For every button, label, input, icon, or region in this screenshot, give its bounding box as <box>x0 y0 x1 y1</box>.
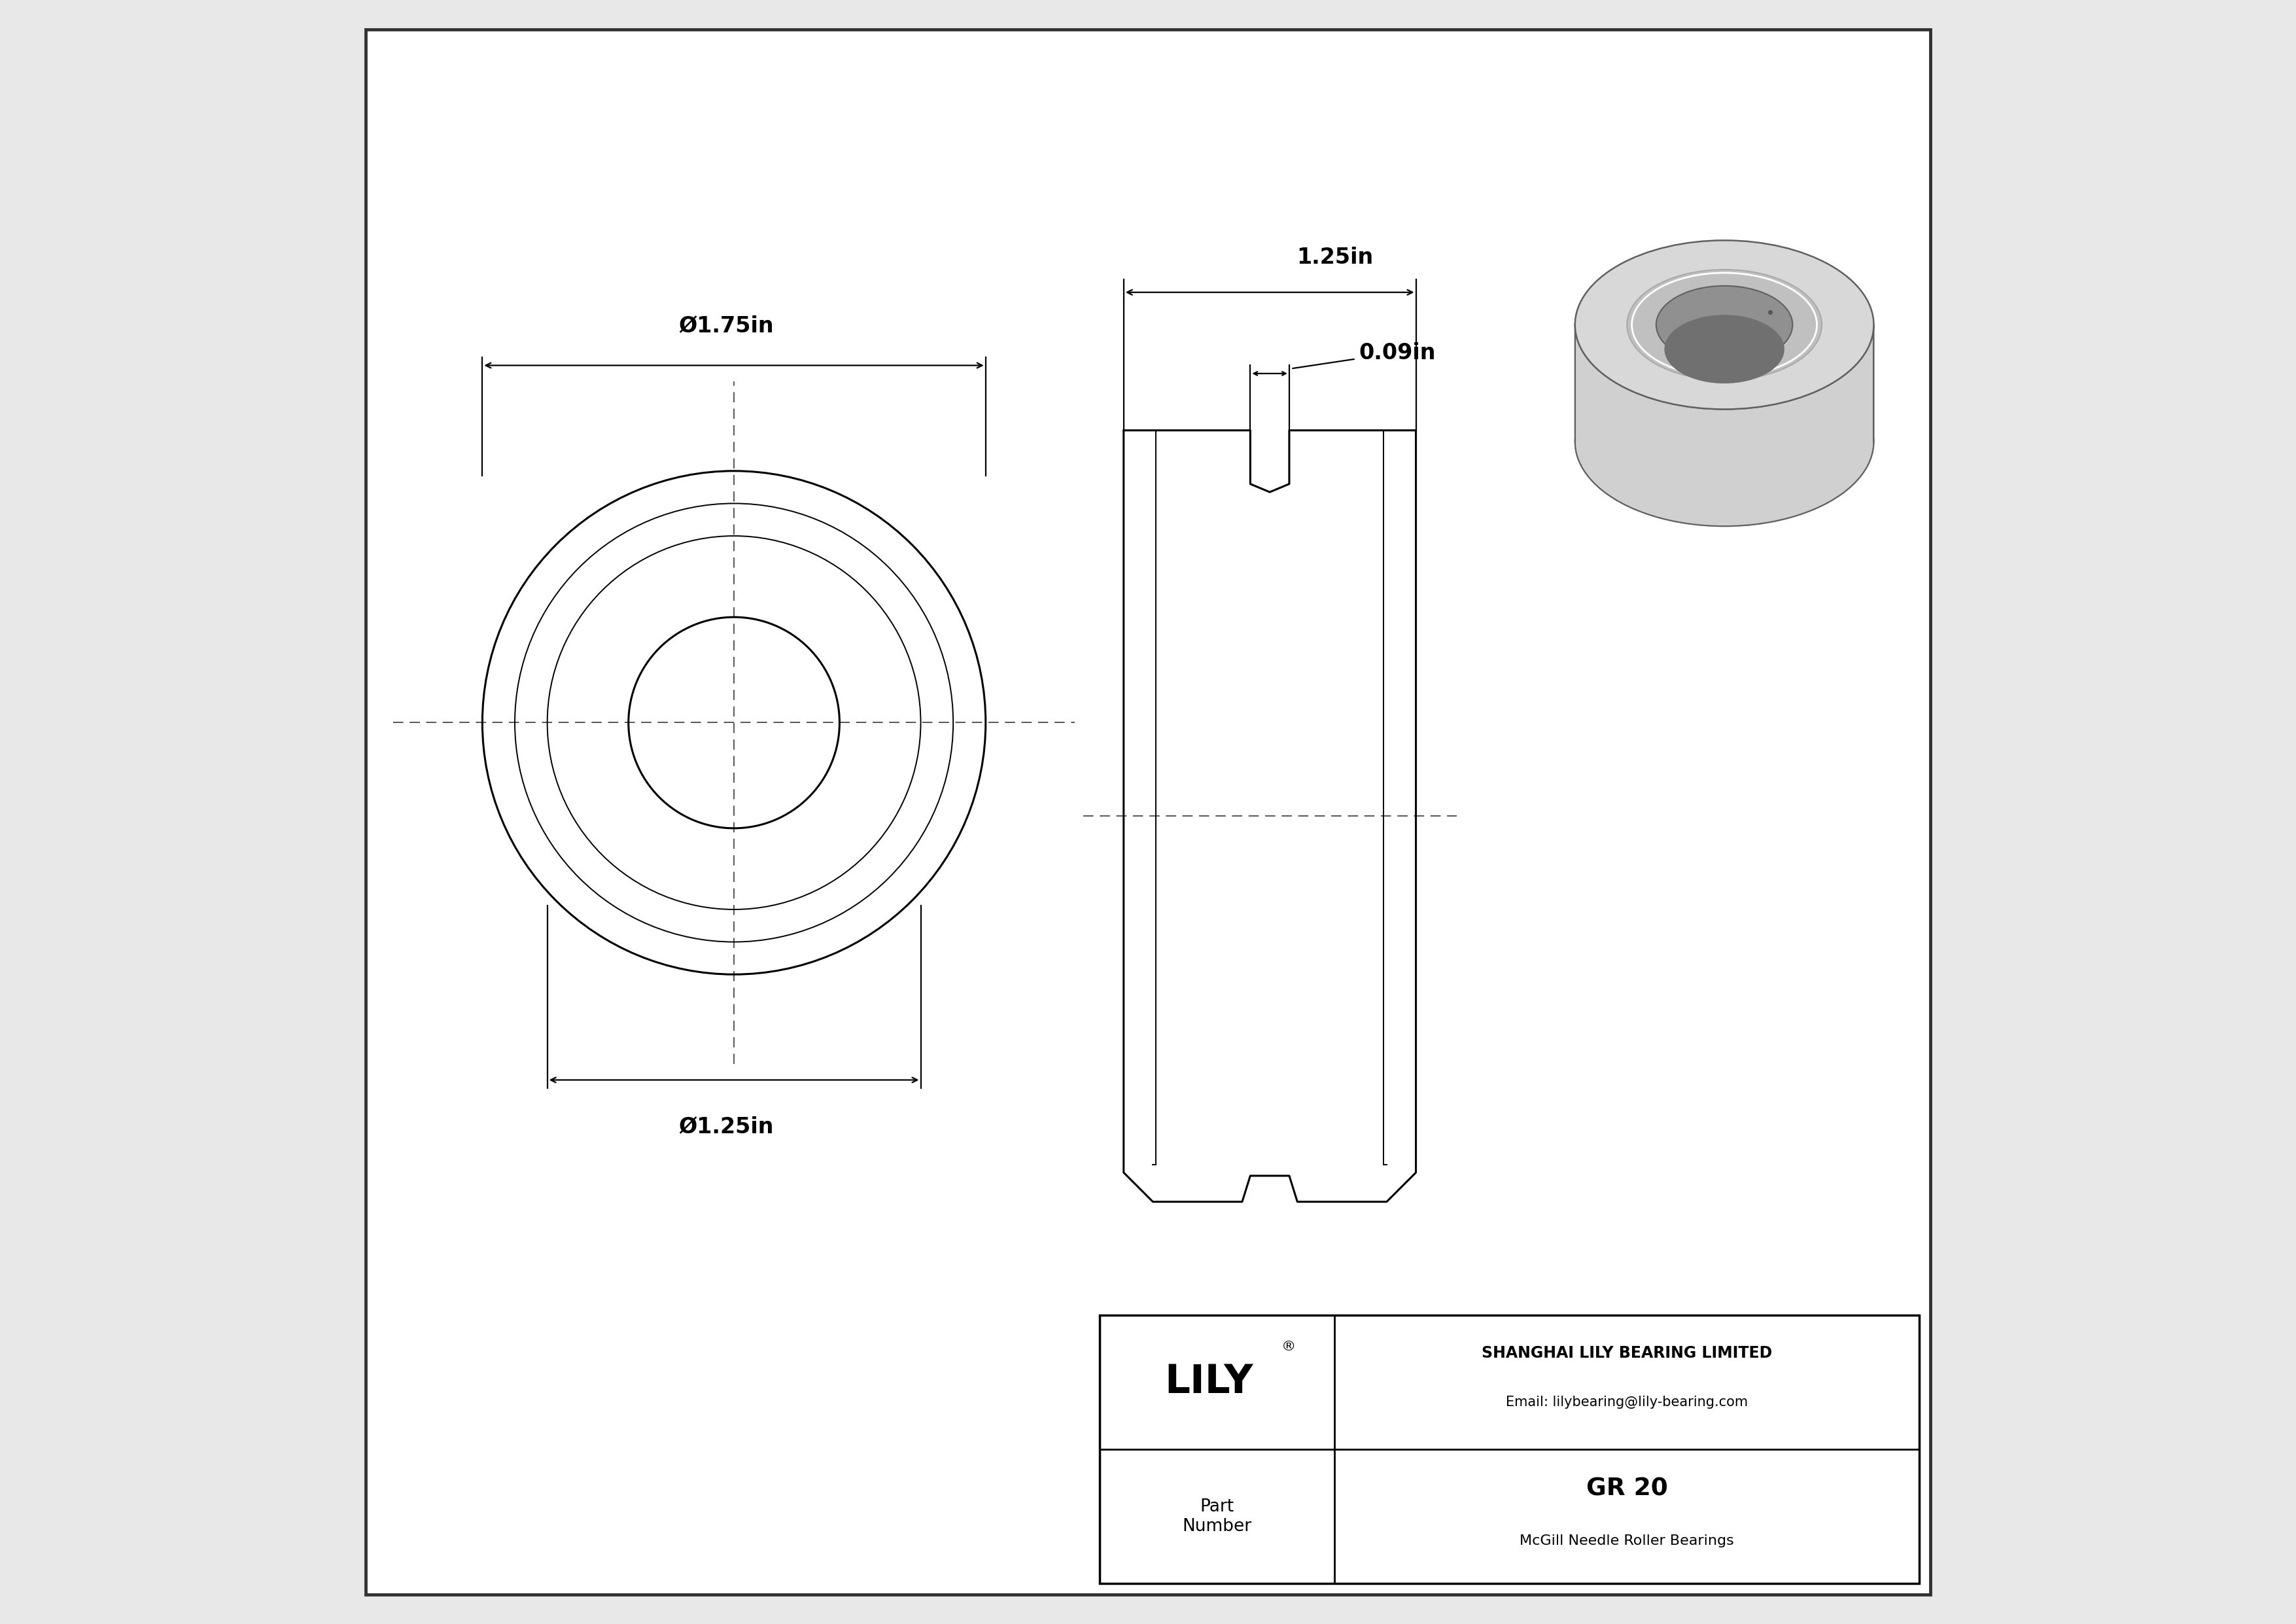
Text: 0.09in: 0.09in <box>1359 343 1435 364</box>
Bar <box>1100 1315 1919 1583</box>
Text: Email: lilybearing@lily-bearing.com: Email: lilybearing@lily-bearing.com <box>1506 1395 1747 1408</box>
Text: Part
Number: Part Number <box>1182 1497 1251 1535</box>
Text: 1.25in: 1.25in <box>1297 247 1373 268</box>
Polygon shape <box>1575 325 1874 526</box>
Ellipse shape <box>1575 357 1874 526</box>
Text: SHANGHAI LILY BEARING LIMITED: SHANGHAI LILY BEARING LIMITED <box>1481 1345 1773 1361</box>
Text: Ø1.25in: Ø1.25in <box>677 1116 774 1137</box>
Text: Ø1.75in: Ø1.75in <box>677 315 774 336</box>
Text: GR 20: GR 20 <box>1587 1476 1667 1501</box>
Text: LILY: LILY <box>1164 1363 1254 1402</box>
Ellipse shape <box>1665 315 1784 383</box>
Text: McGill Needle Roller Bearings: McGill Needle Roller Bearings <box>1520 1535 1733 1548</box>
Text: ®: ® <box>1281 1340 1295 1353</box>
Ellipse shape <box>1655 286 1793 364</box>
Ellipse shape <box>1628 270 1821 380</box>
Ellipse shape <box>1575 240 1874 409</box>
